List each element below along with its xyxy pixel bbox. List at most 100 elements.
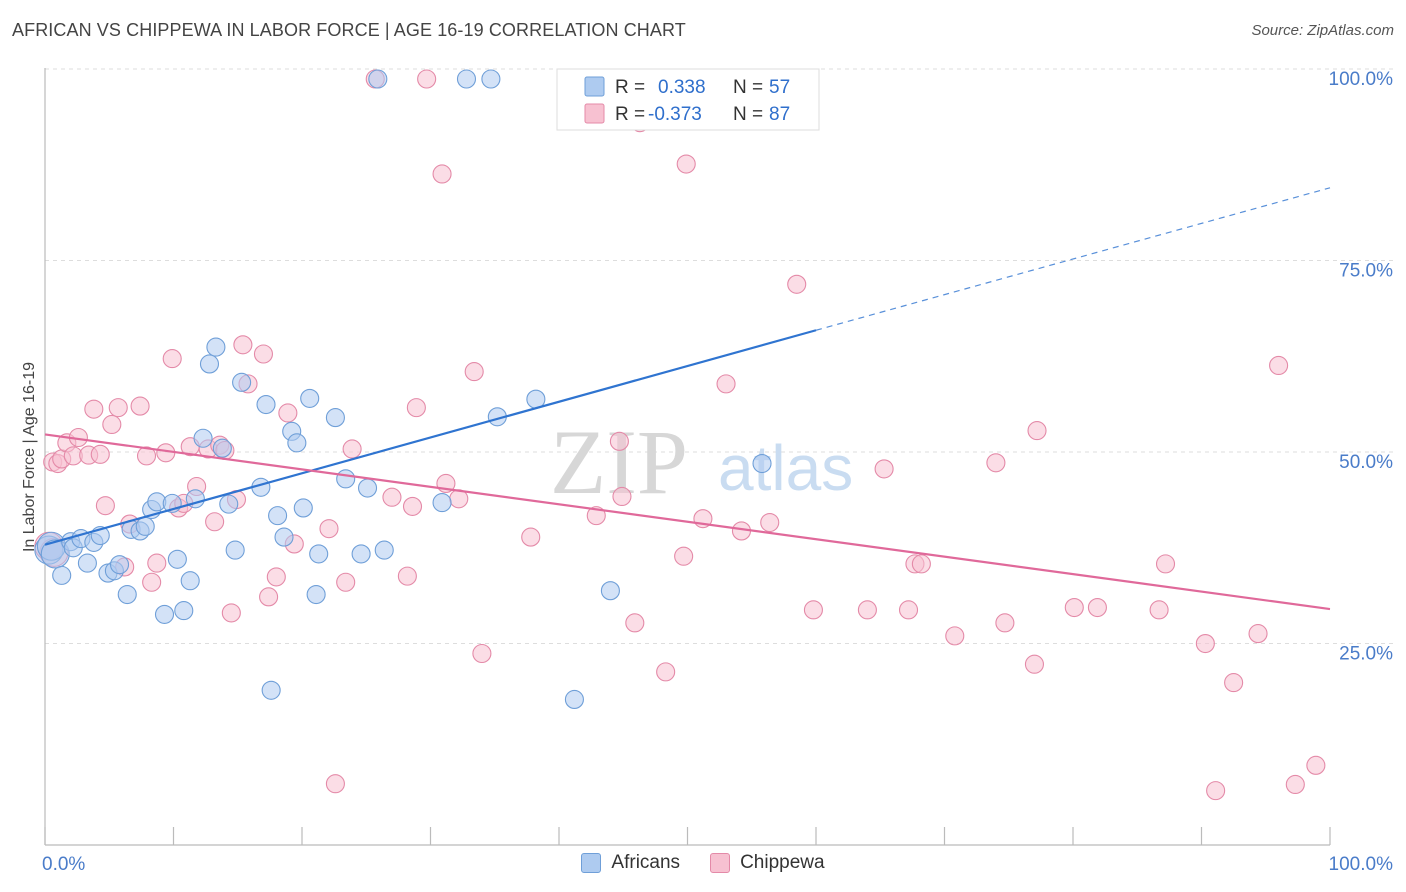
africans-point — [325, 408, 345, 428]
chippewa-n-label: N = — [733, 104, 763, 125]
legend-item-chippewa[interactable]: Chippewa — [710, 852, 825, 874]
chippewa-point — [1087, 597, 1107, 618]
chippewa-r-value: -0.373 — [648, 104, 702, 125]
chippewa-point — [382, 487, 402, 507]
chippewa-point — [205, 512, 225, 532]
chippewa-point — [986, 453, 1006, 473]
bottom-legend: Africans Chippewa — [0, 852, 1406, 874]
chippewa-point — [266, 567, 286, 587]
africans-r-value: 0.338 — [658, 77, 706, 98]
africans-point — [306, 584, 326, 605]
africans-point — [52, 565, 72, 585]
africans-point — [287, 433, 307, 453]
africans-swatch — [584, 76, 605, 97]
africans-point — [193, 428, 213, 448]
chippewa-point — [609, 431, 629, 451]
chippewa-point — [336, 572, 356, 592]
chippewa-point — [102, 414, 122, 435]
africans-point — [219, 494, 239, 514]
africans-point — [600, 581, 620, 601]
chippewa-point — [1306, 755, 1326, 775]
chippewa-point — [787, 274, 807, 294]
chippewa-point — [1285, 774, 1305, 795]
legend-label-chippewa: Chippewa — [740, 852, 825, 873]
trend-lines — [44, 187, 1331, 611]
africans-point — [752, 453, 772, 474]
chippewa-point — [1224, 673, 1244, 693]
chippewa-point — [803, 600, 823, 620]
africans-point — [180, 571, 200, 591]
africans-trend-line — [44, 329, 817, 546]
chippewa-point — [162, 349, 182, 369]
y-tick-label: 25.0% — [1339, 644, 1393, 665]
africans-r-label: R = — [615, 77, 645, 98]
chippewa-point — [147, 553, 167, 573]
chippewa-swatch — [584, 103, 605, 124]
africans-point — [300, 388, 320, 408]
africans-point — [232, 372, 252, 392]
africans-point — [481, 69, 501, 89]
y-tick-label: 50.0% — [1339, 452, 1393, 473]
africans-point — [77, 553, 97, 573]
africans-point — [268, 506, 288, 526]
africans-point — [256, 394, 276, 415]
chippewa-point — [130, 396, 150, 416]
chippewa-point — [625, 613, 645, 633]
chippewa-point — [1206, 781, 1226, 801]
chippewa-point — [221, 603, 241, 623]
stats-legend: R = 0.338 N = 57 R = -0.373 N = 87 — [556, 68, 820, 131]
africans-point — [109, 555, 130, 575]
chippewa-point — [142, 572, 162, 592]
africans-point — [374, 540, 394, 560]
chippewa-point — [432, 164, 452, 184]
chart-title: AFRICAN VS CHIPPEWA IN LABOR FORCE | AGE… — [12, 20, 686, 40]
legend-swatch-africans — [581, 853, 602, 873]
chippewa-point — [857, 600, 877, 620]
chippewa-point — [1155, 554, 1176, 574]
x-tick-label: 0.0% — [42, 854, 85, 875]
chippewa-point — [911, 554, 931, 574]
legend-swatch-chippewa — [710, 853, 731, 873]
x-tick-label: 100.0% — [1329, 854, 1394, 875]
legend-item-africans[interactable]: Africans — [581, 852, 680, 874]
chippewa-point — [253, 344, 274, 364]
chippewa-point — [472, 643, 492, 664]
chippewa-point — [95, 496, 115, 516]
chippewa-point — [656, 662, 676, 682]
africans-point — [351, 544, 371, 564]
chippewa-r-label: R = — [615, 104, 645, 125]
chippewa-point — [417, 69, 437, 89]
chippewa-point — [674, 546, 694, 566]
y-axis-label: In Labor Force | Age 16-19 — [21, 362, 38, 552]
chippewa-point — [945, 626, 965, 646]
chippewa-point — [676, 154, 696, 174]
chippewa-point — [1064, 597, 1084, 618]
chippewa-point — [319, 519, 339, 539]
chippewa-point — [342, 439, 362, 459]
africans-point — [293, 498, 313, 518]
chippewa-point — [612, 486, 632, 507]
chippewa-point — [995, 613, 1015, 633]
africans-point — [357, 478, 378, 498]
chippewa-n-value: 87 — [769, 104, 790, 125]
chippewa-point — [521, 527, 541, 547]
watermark-atlas: atlas — [718, 432, 853, 504]
africans-point — [154, 604, 175, 624]
chippewa-point — [586, 506, 606, 526]
source-label: Source: ZipAtlas.com — [1251, 22, 1394, 39]
chippewa-point — [874, 459, 894, 479]
chippewa-point — [84, 399, 104, 419]
chippewa-point — [325, 774, 345, 794]
chippewa-point — [397, 566, 417, 586]
africans-point — [432, 493, 452, 513]
chippewa-point — [716, 374, 736, 394]
chippewa-point — [1195, 633, 1215, 654]
chippewa-point — [1024, 654, 1044, 674]
chippewa-point — [898, 600, 919, 620]
chippewa-point — [1149, 600, 1169, 620]
chippewa-trend-line — [44, 433, 1331, 611]
africans-trend-extension — [815, 187, 1331, 331]
africans-point — [274, 527, 294, 547]
watermark: ZIP atlas — [550, 411, 853, 513]
